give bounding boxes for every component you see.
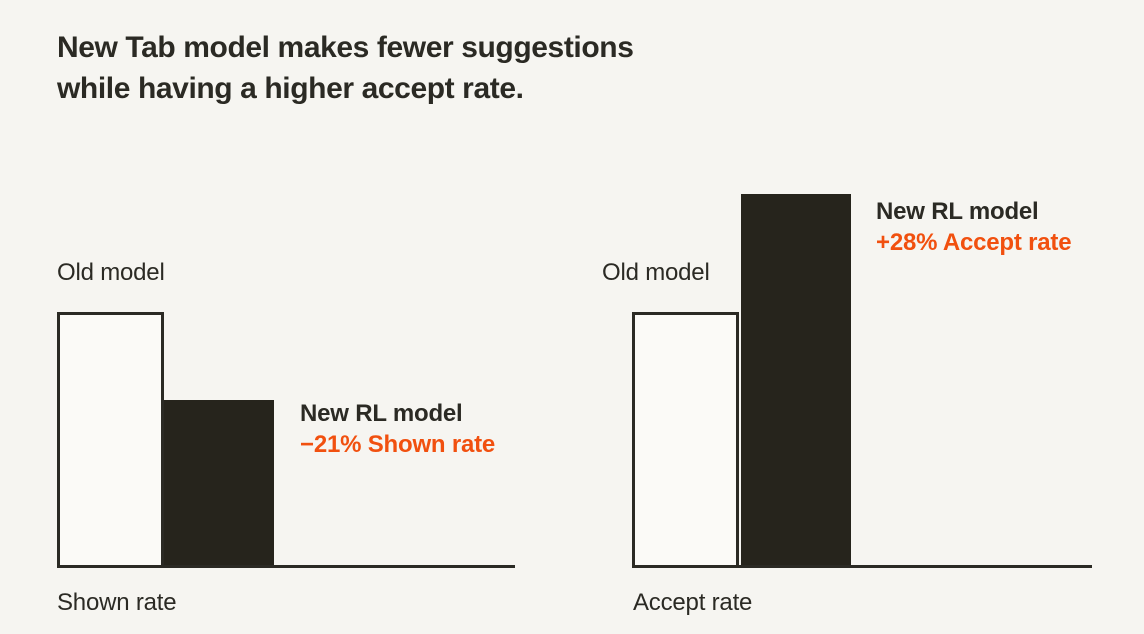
- x-axis-label: Shown rate: [57, 589, 177, 616]
- panel-accept-rate: Old model New RL model +28% Accept rate …: [600, 0, 1144, 634]
- figure-title: New Tab model makes fewer suggestions wh…: [57, 27, 634, 109]
- panel-shown-rate: Old model New RL model −21% Shown rate S…: [57, 0, 527, 634]
- new-model-annotation-change: +28% Accept rate: [876, 229, 1072, 256]
- old-model-bar: [632, 312, 739, 567]
- new-model-annotation: New RL model +28% Accept rate: [876, 196, 1072, 258]
- x-axis-baseline: [57, 565, 515, 568]
- old-model-bar: [57, 312, 164, 567]
- old-model-label: Old model: [602, 259, 710, 286]
- figure-title-line-1: New Tab model makes fewer suggestions: [57, 31, 634, 64]
- new-rl-model-bar: [164, 400, 274, 567]
- old-model-label: Old model: [57, 259, 165, 286]
- new-model-annotation: New RL model −21% Shown rate: [300, 398, 495, 460]
- new-model-annotation-title: New RL model: [876, 198, 1039, 225]
- new-model-annotation-title: New RL model: [300, 400, 463, 427]
- figure-title-line-2: while having a higher accept rate.: [57, 72, 524, 105]
- new-rl-model-bar: [741, 194, 851, 567]
- new-model-annotation-change: −21% Shown rate: [300, 431, 496, 458]
- x-axis-baseline: [632, 565, 1092, 568]
- x-axis-label: Accept rate: [633, 589, 753, 616]
